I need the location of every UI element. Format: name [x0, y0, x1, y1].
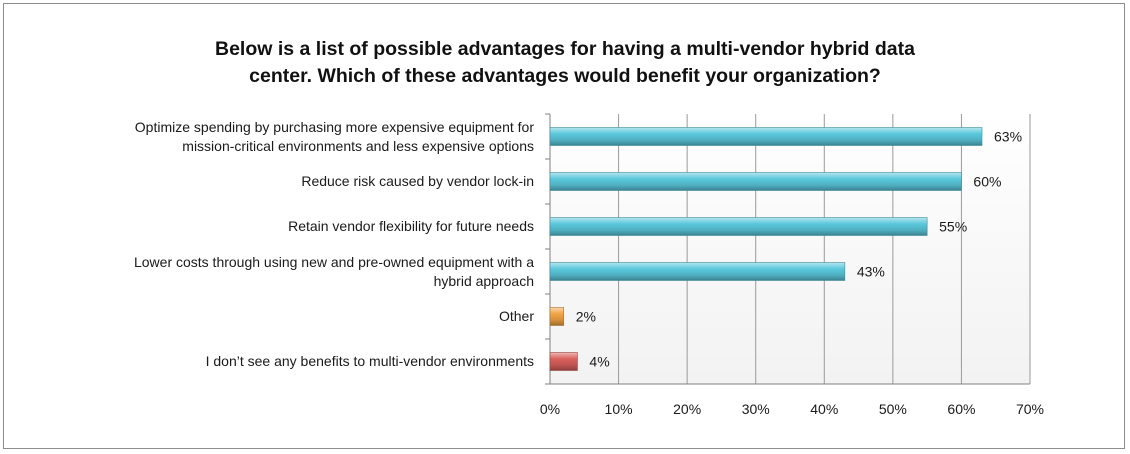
chart-title-line-2: center. Which of these advantages would … — [249, 65, 881, 87]
bar-2 — [549, 172, 962, 191]
x-tick-label: 50% — [879, 401, 907, 417]
category-label-line: Reduce risk caused by vendor lock-in — [301, 173, 534, 189]
category-label-line: Other — [498, 308, 534, 324]
chart-title-line-1: Below is a list of possible advantages f… — [215, 38, 915, 60]
category-label-line: Lower costs through using new and pre-ow… — [133, 253, 534, 270]
x-tick-label: 60% — [947, 401, 975, 417]
bar-4 — [549, 262, 846, 281]
category-label-1: Optimize spending by purchasing more exp… — [135, 118, 534, 156]
bar-5 — [549, 307, 565, 326]
bar-6 — [549, 352, 578, 371]
data-label-5: 2% — [576, 309, 596, 325]
data-label-1: 63% — [994, 129, 1022, 145]
category-label-2: Reduce risk caused by vendor lock-in — [301, 172, 534, 191]
category-label-4: Lower costs through using new and pre-ow… — [134, 253, 534, 291]
x-tick-label: 0% — [540, 401, 560, 417]
x-tick-label: 10% — [605, 401, 633, 417]
category-label-line: Retain vendor flexibility for future nee… — [288, 218, 534, 234]
plot-area — [550, 114, 1030, 384]
category-label-3: Retain vendor flexibility for future nee… — [288, 217, 534, 236]
category-label-line: mission-critical environments and less e… — [182, 137, 534, 154]
x-tick-label: 20% — [673, 401, 701, 417]
data-label-6: 4% — [589, 354, 609, 370]
category-label-5: Other — [499, 307, 534, 326]
x-tick-label: 40% — [810, 401, 838, 417]
data-label-3: 55% — [939, 219, 967, 235]
bar-3 — [549, 217, 928, 236]
category-label-line: I don’t see any benefits to multi-vendor… — [205, 353, 534, 369]
bar-1 — [549, 127, 983, 146]
x-tick-label: 30% — [742, 401, 770, 417]
category-label-line: Optimize spending by purchasing more exp… — [134, 118, 534, 135]
data-label-4: 43% — [857, 264, 885, 280]
category-label-6: I don’t see any benefits to multi-vendor… — [206, 352, 534, 371]
chart-title: Below is a list of possible advantages f… — [0, 36, 1130, 90]
category-label-line: hybrid approach — [433, 272, 534, 289]
x-tick-label: 70% — [1016, 401, 1044, 417]
data-label-2: 60% — [973, 174, 1001, 190]
